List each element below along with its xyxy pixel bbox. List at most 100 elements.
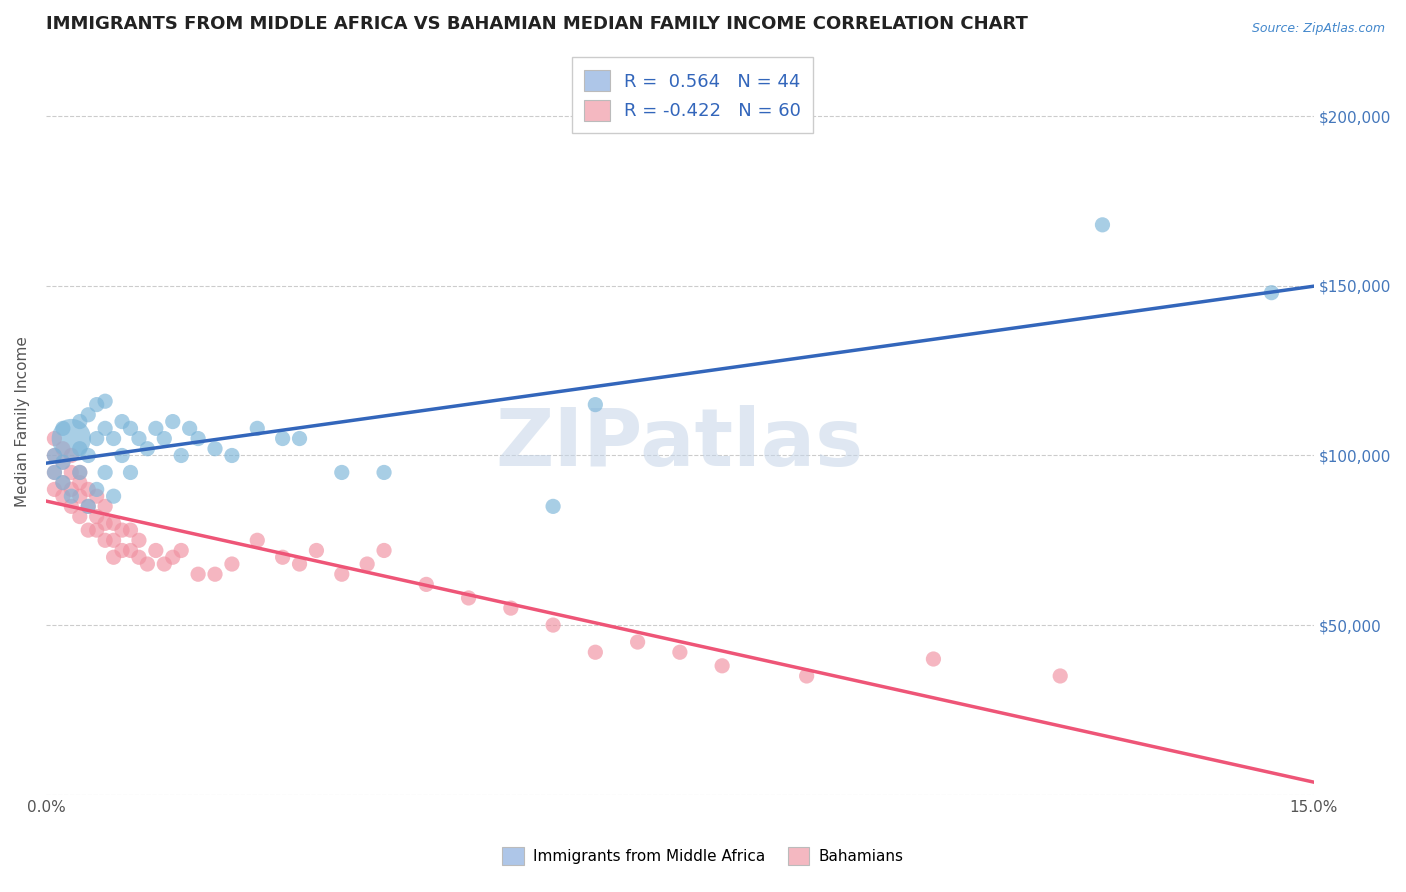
Point [415,577,437,591]
Point [77,449,100,463]
Point [52,489,75,503]
Point [94,500,117,514]
Point [120,466,142,480]
Point [69,415,91,429]
Point [187,432,209,446]
Point [1049,669,1071,683]
Point [103,550,125,565]
Point [330,567,353,582]
Legend: Immigrants from Middle Africa, Bahamians: Immigrants from Middle Africa, Bahamians [496,841,910,871]
Point [60,449,83,463]
Point [77,483,100,497]
Point [1091,218,1114,232]
Point [170,543,193,558]
Point [120,421,142,435]
Point [153,557,176,571]
Point [52,455,75,469]
Point [52,475,75,490]
Point [145,421,167,435]
Point [86,509,108,524]
Point [69,442,91,456]
Point [94,516,117,531]
Point [44,466,66,480]
Point [136,442,159,456]
Point [103,533,125,548]
Point [1260,285,1282,300]
Point [179,421,201,435]
Point [77,408,100,422]
Point [44,483,66,497]
Point [153,432,176,446]
Point [52,455,75,469]
Point [330,466,353,480]
Point [120,543,142,558]
Point [796,669,818,683]
Point [69,466,91,480]
Point [60,489,83,503]
Point [170,449,193,463]
Point [711,658,734,673]
Point [162,550,184,565]
Point [103,489,125,503]
Point [69,509,91,524]
Point [94,394,117,409]
Point [86,489,108,503]
Point [271,550,294,565]
Point [187,567,209,582]
Point [111,523,134,537]
Point [204,567,226,582]
Point [69,489,91,503]
Point [583,398,606,412]
Point [60,483,83,497]
Point [221,557,243,571]
Point [541,618,564,632]
Point [52,421,75,435]
Point [86,398,108,412]
Point [356,557,378,571]
Point [583,645,606,659]
Point [373,543,395,558]
Point [86,432,108,446]
Point [204,442,226,456]
Point [44,432,66,446]
Point [288,432,311,446]
Point [221,449,243,463]
Point [60,432,83,446]
Point [288,557,311,571]
Point [77,500,100,514]
Point [246,533,269,548]
Point [373,466,395,480]
Point [94,466,117,480]
Point [111,449,134,463]
Point [669,645,692,659]
Point [162,415,184,429]
Point [128,533,150,548]
Point [77,500,100,514]
Point [69,475,91,490]
Point [499,601,522,615]
Point [94,421,117,435]
Point [60,500,83,514]
Point [86,483,108,497]
Point [922,652,945,666]
Text: Source: ZipAtlas.com: Source: ZipAtlas.com [1251,22,1385,36]
Point [128,550,150,565]
Point [246,421,269,435]
Point [128,432,150,446]
Point [69,466,91,480]
Point [60,466,83,480]
Point [103,516,125,531]
Point [44,466,66,480]
Point [305,543,328,558]
Point [111,543,134,558]
Text: ZIPatlas: ZIPatlas [496,405,865,483]
Point [626,635,648,649]
Point [271,432,294,446]
Point [52,442,75,456]
Point [457,591,479,605]
Point [111,415,134,429]
Point [103,432,125,446]
Y-axis label: Median Family Income: Median Family Income [15,336,30,507]
Point [44,449,66,463]
Point [94,533,117,548]
